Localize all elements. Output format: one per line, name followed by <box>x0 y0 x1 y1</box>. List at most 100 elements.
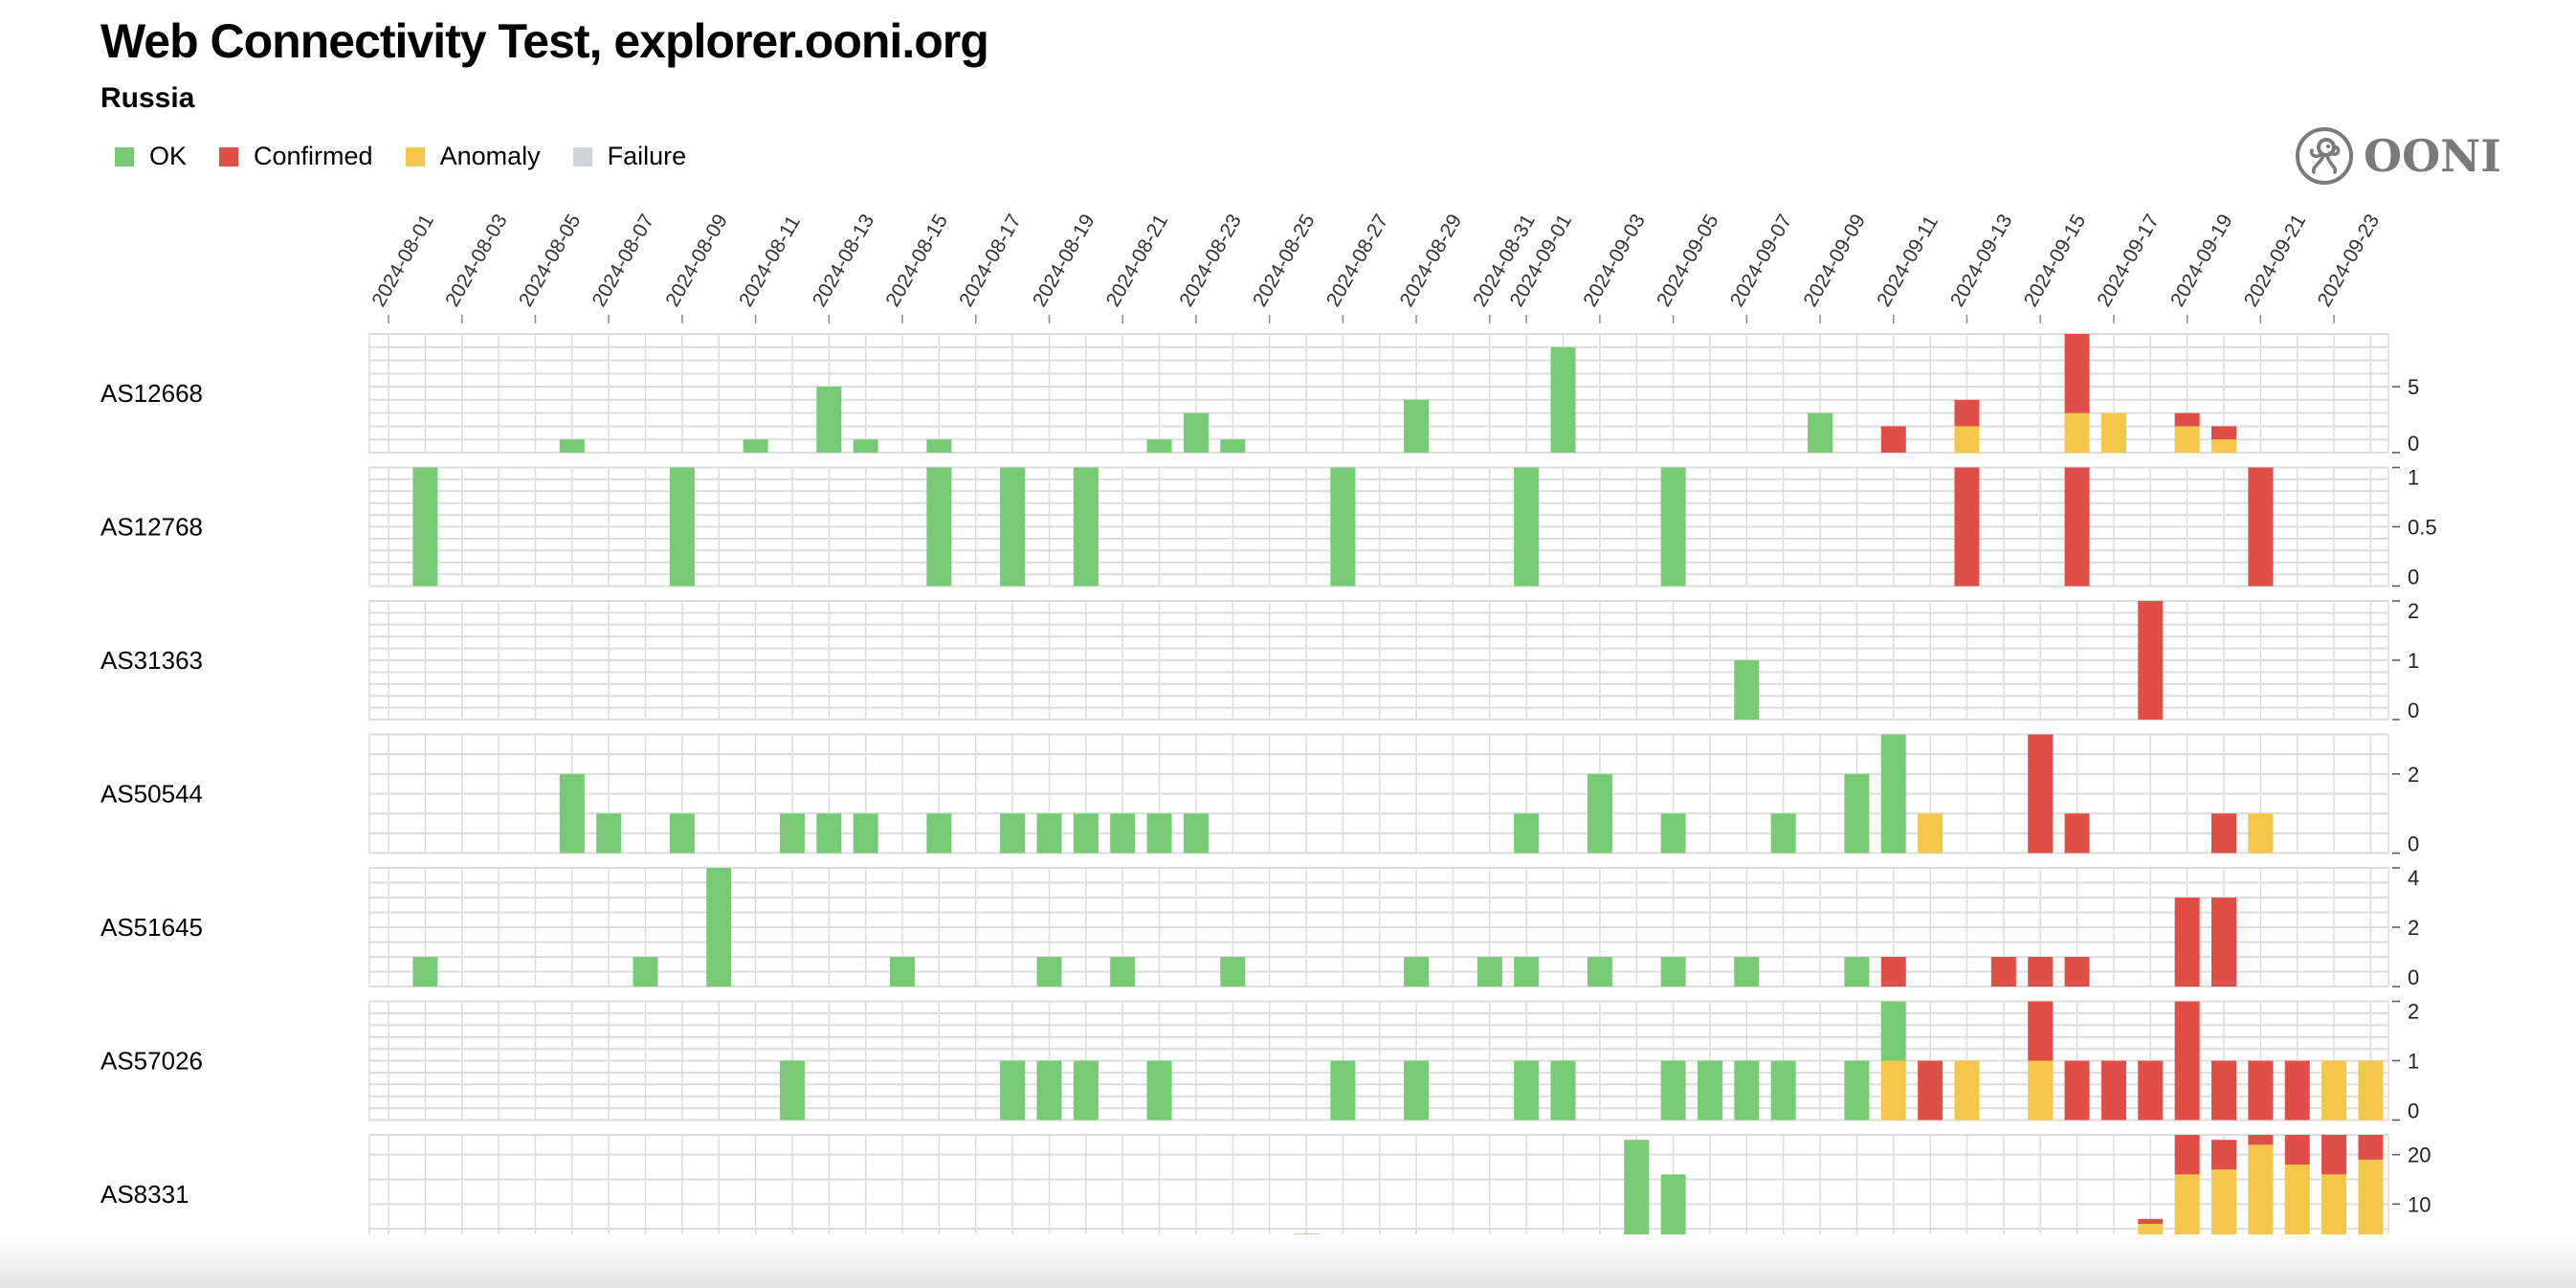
x-tick-label: 2024-08-03 <box>441 211 512 311</box>
bar-ok <box>1404 1060 1430 1121</box>
bar-confirmed <box>2248 1060 2274 1121</box>
x-tick-label: 2024-09-11 <box>1873 211 1943 310</box>
row-label: AS31363 <box>100 646 203 675</box>
bar-confirmed <box>2211 898 2236 987</box>
row-as12768: AS12768 0 0.5 1 <box>100 466 2437 589</box>
bar-ok <box>706 868 732 987</box>
bar-confirmed <box>2174 412 2200 427</box>
bar-confirmed <box>1990 957 2016 987</box>
x-tick-label: 2024-09-07 <box>1726 211 1797 311</box>
y-tick-label: 0 <box>2408 966 2419 989</box>
bar-ok <box>1734 660 1760 720</box>
x-tick-label: 2024-08-19 <box>1029 211 1099 311</box>
bar-confirmed <box>2321 1135 2347 1175</box>
x-tick-label: 2024-09-13 <box>1946 211 2017 311</box>
bar-ok <box>779 1060 805 1121</box>
ooni-logo: OONI <box>2295 126 2501 186</box>
row-as31363: AS31363 0 1 2 <box>100 599 2419 722</box>
bar-ok <box>559 773 585 854</box>
x-tick-label: 2024-08-07 <box>588 211 659 311</box>
legend-swatch-ok <box>115 146 134 167</box>
bar-ok <box>1330 1060 1356 1121</box>
bar-confirmed <box>2064 957 2090 987</box>
country-subtitle: Russia <box>100 82 195 114</box>
x-tick-label: 2024-08-17 <box>955 211 1026 311</box>
bar-confirmed <box>2211 1140 2236 1170</box>
bar-ok <box>1660 813 1686 854</box>
bar-ok <box>1183 412 1209 453</box>
bar-confirmed <box>2174 1135 2200 1175</box>
logo-text: OONI <box>2364 130 2501 182</box>
y-tick-label: 1 <box>2408 649 2419 673</box>
x-tick-label: 2024-09-05 <box>1653 211 1723 311</box>
bar-anomaly <box>2358 1060 2384 1121</box>
bar-ok <box>1844 773 1870 854</box>
bar-anomaly <box>1954 1060 1980 1121</box>
legend-swatch-confirmed <box>219 146 239 167</box>
bar-anomaly <box>2248 813 2274 854</box>
x-tick-label: 2024-09-19 <box>2166 211 2237 311</box>
row-as12668: AS12668 0 5 <box>100 333 2419 455</box>
bar-ok <box>1844 1060 1870 1121</box>
y-tick-label: 4 <box>2408 866 2419 890</box>
bar-ok <box>853 813 878 854</box>
bar-ok <box>1000 467 1026 587</box>
y-tick-label: 0 <box>2408 833 2419 856</box>
bar-confirmed <box>2284 1135 2310 1165</box>
y-tick-label: 5 <box>2408 375 2419 399</box>
bar-confirmed <box>2064 334 2090 413</box>
y-tick-label: 0 <box>2408 1099 2419 1123</box>
y-tick-label: 0.5 <box>2408 516 2437 540</box>
bar-anomaly <box>2064 412 2090 453</box>
bar-confirmed <box>2248 1135 2274 1145</box>
bar-anomaly <box>2028 1060 2054 1121</box>
bar-confirmed <box>2174 898 2200 987</box>
bar-confirmed <box>1880 426 1906 453</box>
bar-ok <box>853 439 878 453</box>
y-tick-label: 0 <box>2408 432 2419 455</box>
bar-confirmed <box>2174 1001 2200 1121</box>
bar-ok <box>1844 957 1870 987</box>
y-tick-label: 0 <box>2408 699 2419 722</box>
y-tick-label: 2 <box>2408 763 2419 787</box>
bar-confirmed <box>2358 1135 2384 1160</box>
x-tick-label: 2024-08-27 <box>1322 211 1393 311</box>
bar-confirmed <box>2064 813 2090 854</box>
bar-confirmed <box>2028 734 2054 854</box>
x-tick-label: 2024-08-21 <box>1102 211 1173 311</box>
legend-item-anomaly: Anomaly <box>405 142 541 171</box>
legend-swatch-anomaly <box>405 146 425 167</box>
bar-ok <box>890 957 916 987</box>
bar-ok <box>1000 813 1026 854</box>
bar-ok <box>1220 957 1246 987</box>
legend: OK Confirmed Anomaly Failure <box>115 142 686 171</box>
bar-confirmed <box>2028 1001 2054 1061</box>
x-tick-label: 2024-08-23 <box>1175 211 1246 311</box>
y-tick-label: 2 <box>2408 599 2419 623</box>
legend-item-confirmed: Confirmed <box>219 142 373 171</box>
bar-ok <box>1146 813 1172 854</box>
legend-swatch-failure <box>572 146 592 167</box>
bar-anomaly <box>2174 426 2200 453</box>
x-tick-label: 2024-08-01 <box>367 211 438 311</box>
bar-ok <box>1880 734 1906 854</box>
bar-ok <box>1660 1060 1686 1121</box>
row-label: AS51645 <box>100 913 203 942</box>
bar-ok <box>1550 1060 1576 1121</box>
x-tick-label: 2024-08-15 <box>881 211 952 311</box>
bar-ok <box>816 813 842 854</box>
bar-ok <box>816 387 842 453</box>
y-tick-label: 0 <box>2408 566 2419 589</box>
bar-ok <box>1880 1001 1906 1061</box>
bar-ok <box>926 439 952 453</box>
bar-ok <box>926 813 952 854</box>
bar-ok <box>1073 813 1099 854</box>
bar-ok <box>412 467 438 587</box>
bar-confirmed <box>2138 1060 2164 1121</box>
bar-ok <box>1514 1060 1540 1121</box>
bar-ok <box>1110 813 1136 854</box>
bar-ok <box>1660 467 1686 587</box>
bar-confirmed <box>2248 467 2274 587</box>
bar-anomaly <box>2321 1060 2347 1121</box>
octopus-icon <box>2296 127 2353 185</box>
